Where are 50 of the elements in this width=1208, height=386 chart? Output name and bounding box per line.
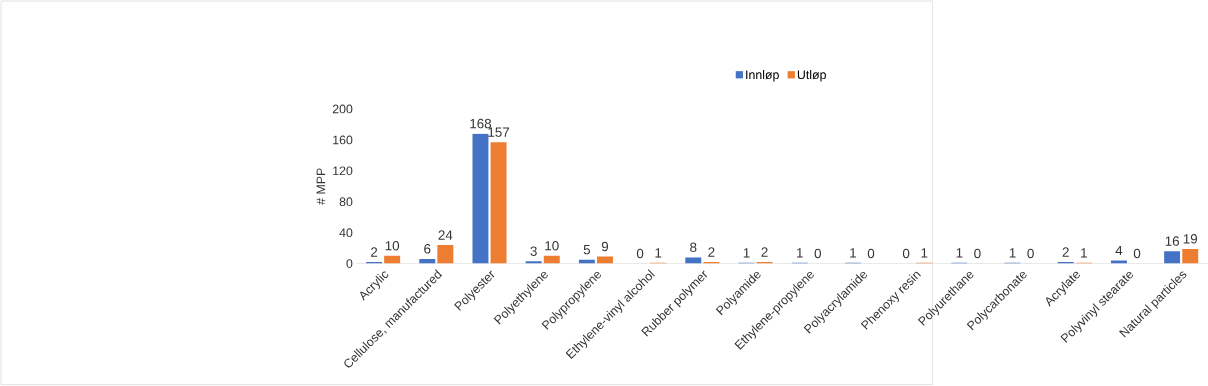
data-label: 1 bbox=[655, 248, 662, 258]
bar bbox=[490, 142, 507, 264]
data-label: 1 bbox=[796, 248, 803, 258]
bar bbox=[543, 255, 560, 264]
data-label: 5 bbox=[583, 245, 591, 255]
bar bbox=[384, 255, 401, 264]
y-axis-title: # MPP bbox=[316, 168, 326, 205]
data-label: 0 bbox=[636, 248, 644, 259]
y-tick-label: 80 bbox=[339, 197, 353, 207]
data-label: 3 bbox=[530, 246, 537, 257]
data-label: 0 bbox=[867, 248, 875, 259]
y-tick-label: 120 bbox=[333, 166, 353, 176]
data-label: 4 bbox=[1115, 246, 1123, 256]
bar bbox=[1164, 251, 1181, 264]
y-tick-label: 40 bbox=[339, 228, 353, 238]
data-label: 2 bbox=[1062, 247, 1069, 257]
data-label: 6 bbox=[424, 244, 431, 254]
data-label: 2 bbox=[371, 247, 378, 257]
data-label: 10 bbox=[385, 241, 400, 251]
data-label: 0 bbox=[1027, 248, 1034, 259]
data-label: 24 bbox=[438, 230, 453, 240]
data-label: 1 bbox=[850, 248, 856, 258]
bar bbox=[472, 133, 489, 264]
data-label: 19 bbox=[1183, 234, 1198, 244]
data-label: 16 bbox=[1165, 236, 1180, 246]
data-label: 168 bbox=[470, 119, 492, 129]
y-tick-label: 160 bbox=[333, 135, 353, 145]
bar bbox=[685, 257, 702, 264]
bar bbox=[1182, 249, 1199, 264]
bar bbox=[437, 245, 454, 264]
data-label: 1 bbox=[743, 248, 750, 258]
data-label: 2 bbox=[761, 247, 768, 257]
legend-label: Utløp bbox=[797, 70, 826, 82]
legend-label: Innløp bbox=[746, 70, 779, 82]
data-label: 0 bbox=[814, 248, 821, 259]
data-label: 0 bbox=[1133, 248, 1141, 259]
data-label: 1 bbox=[921, 248, 928, 258]
data-label: 1 bbox=[1009, 248, 1016, 258]
data-label: 0 bbox=[974, 248, 981, 259]
data-label: 157 bbox=[488, 127, 510, 137]
data-label: 9 bbox=[601, 241, 609, 252]
y-tick-label: 200 bbox=[332, 104, 353, 114]
data-label: 10 bbox=[545, 241, 559, 251]
data-label: 8 bbox=[690, 242, 697, 253]
data-label: 0 bbox=[902, 248, 910, 259]
data-label: 2 bbox=[708, 247, 715, 257]
data-label: 1 bbox=[1081, 248, 1087, 258]
bar bbox=[1110, 260, 1127, 264]
data-label: 1 bbox=[956, 248, 963, 258]
y-tick-label: 0 bbox=[346, 259, 353, 269]
